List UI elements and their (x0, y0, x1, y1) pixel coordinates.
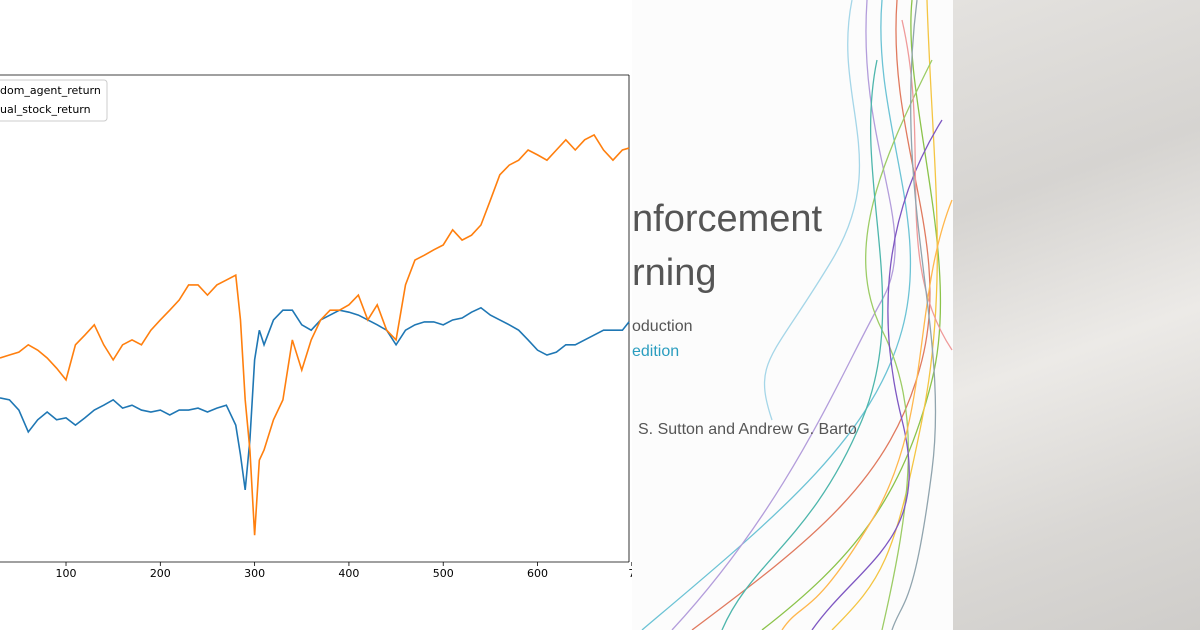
plot-area (0, 133, 630, 536)
cover-edition: edition (632, 343, 680, 360)
legend-label: dom_agent_return (0, 84, 101, 97)
x-tick-label: 600 (527, 567, 548, 580)
cover-title: nforcement (632, 198, 823, 240)
series-line (0, 133, 630, 536)
background-photo (953, 0, 1200, 630)
x-tick-label: 500 (433, 567, 454, 580)
x-tick-label: 7 (628, 567, 632, 580)
series-line (0, 306, 630, 491)
cover-subtitle: oduction (632, 318, 693, 335)
cover-authors: S. Sutton and Andrew G. Barto (638, 421, 857, 438)
legend (0, 79, 108, 122)
chart: dom_agent_return ual_stock_return 100 200… (0, 74, 632, 580)
cover-title: rning (632, 252, 717, 294)
x-tick-label: 100 (56, 567, 77, 580)
x-tick-label: 300 (244, 567, 265, 580)
legend-label: ual_stock_return (0, 103, 91, 116)
x-tick-label: 400 (338, 567, 359, 580)
book-cover: nforcement rning oduction edition S. Sut… (632, 0, 953, 630)
x-tick-label: 200 (150, 567, 171, 580)
cover-art (641, 0, 953, 630)
